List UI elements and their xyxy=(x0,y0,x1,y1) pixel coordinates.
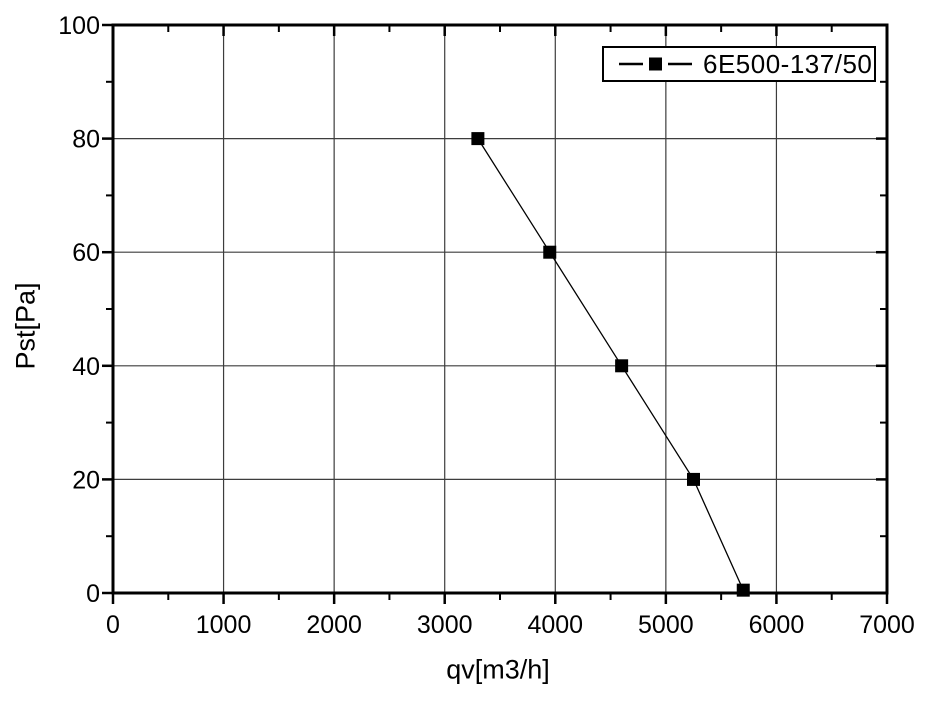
x-axis-title: qv[m3/h] xyxy=(446,654,550,685)
data-point-marker xyxy=(471,132,485,146)
x-tick-label: 6000 xyxy=(749,611,805,639)
y-axis-title: Pst[Pa] xyxy=(10,282,41,370)
legend-box: 6E500-137/50 xyxy=(602,46,876,82)
y-tick-label: 40 xyxy=(72,353,100,381)
legend-series-label: 6E500-137/50 xyxy=(703,48,873,79)
data-point-marker xyxy=(615,359,629,373)
legend-line-square-marker-icon xyxy=(619,57,692,71)
x-tick-label: 1000 xyxy=(196,611,252,639)
x-tick-label: 7000 xyxy=(859,611,915,639)
y-tick-label: 0 xyxy=(86,580,100,608)
y-tick-label: 100 xyxy=(58,12,100,40)
data-point-marker xyxy=(687,472,700,486)
series-line xyxy=(477,138,744,591)
y-tick-label: 60 xyxy=(72,239,100,267)
y-tick-label: 20 xyxy=(72,466,100,494)
x-tick-label: 4000 xyxy=(527,611,583,639)
y-tick-label: 80 xyxy=(72,126,100,154)
x-tick-label: 0 xyxy=(106,611,120,639)
x-tick-label: 3000 xyxy=(417,611,473,639)
plot-frame xyxy=(111,23,889,595)
data-point-marker xyxy=(543,245,557,259)
x-tick-label: 5000 xyxy=(638,611,694,639)
x-tick-label: 2000 xyxy=(306,611,362,639)
data-point-marker xyxy=(736,583,750,597)
